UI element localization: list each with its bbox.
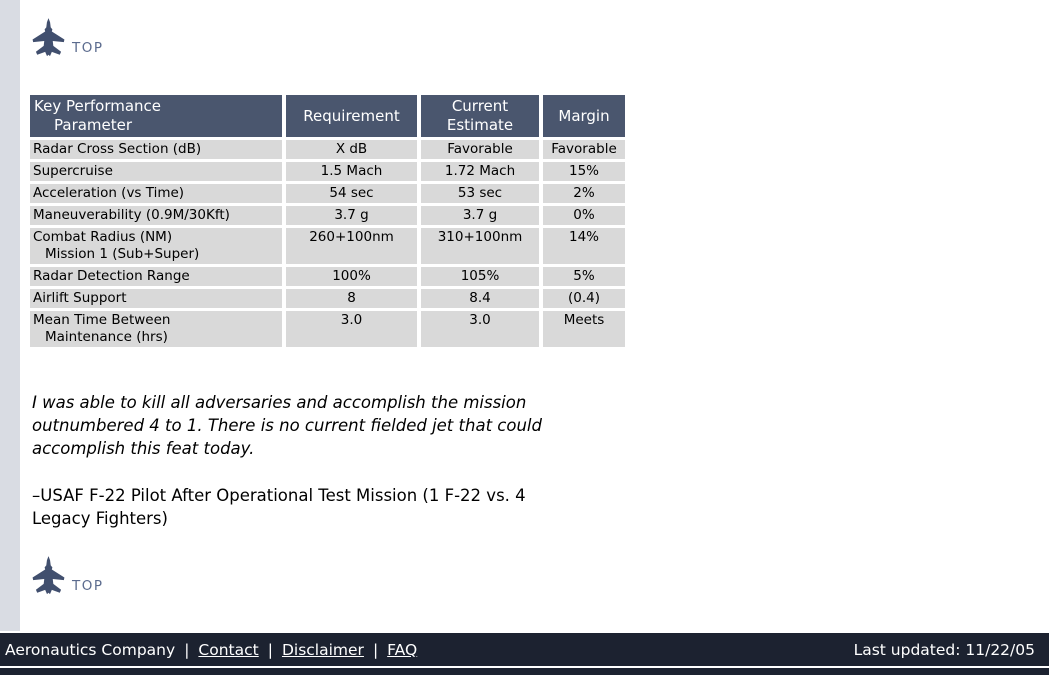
table-row: Supercruise 1.5 Mach 1.72 Mach 15% xyxy=(30,162,625,181)
col-header-parameter: Key Performance Parameter xyxy=(30,95,282,137)
cell-estimate: 8.4 xyxy=(421,289,539,308)
cell-margin: Favorable xyxy=(543,140,625,159)
cell-estimate: 310+100nm xyxy=(421,228,539,264)
cell-margin: 15% xyxy=(543,162,625,181)
cell-margin: 0% xyxy=(543,206,625,225)
footer-link-contact[interactable]: Contact xyxy=(198,640,259,659)
cell-requirement: 3.0 xyxy=(286,311,417,347)
fighter-jet-icon xyxy=(30,554,67,597)
footer-content: Aeronautics Company | Contact | Disclaim… xyxy=(0,633,1049,666)
quote-attribution: –USAF F-22 Pilot After Operational Test … xyxy=(32,484,526,530)
fighter-jet-icon xyxy=(30,16,67,59)
cell-parameter: Combat Radius (NM) Mission 1 (Sub+Super) xyxy=(30,228,282,264)
footer-link-faq[interactable]: FAQ xyxy=(387,640,418,659)
col-header-current-estimate: Current Estimate xyxy=(421,95,539,137)
last-updated-text: Last updated: 11/22/05 xyxy=(853,640,1035,659)
attribution-line: –USAF F-22 Pilot After Operational Test … xyxy=(32,486,526,505)
company-name: Aeronautics Company xyxy=(5,640,176,659)
attribution-line: Legacy Fighters) xyxy=(32,509,168,528)
quote-line: I was able to kill all adversaries and a… xyxy=(32,393,527,412)
cell-requirement: X dB xyxy=(286,140,417,159)
footer-link-disclaimer[interactable]: Disclaimer xyxy=(281,640,364,659)
top-link-label: TOP xyxy=(72,40,104,56)
table-row: Radar Cross Section (dB) X dB Favorable … xyxy=(30,140,625,159)
table-row: Radar Detection Range 100% 105% 5% xyxy=(30,267,625,286)
col-header-margin: Margin xyxy=(543,95,625,137)
cell-margin: 5% xyxy=(543,267,625,286)
cell-requirement: 54 sec xyxy=(286,184,417,203)
back-to-top-link[interactable]: TOP xyxy=(30,16,104,59)
cell-requirement: 8 xyxy=(286,289,417,308)
cell-requirement: 3.7 g xyxy=(286,206,417,225)
cell-margin: 2% xyxy=(543,184,625,203)
cell-estimate: 3.7 g xyxy=(421,206,539,225)
cell-parameter: Mean Time Between Maintenance (hrs) xyxy=(30,311,282,347)
cell-estimate: 53 sec xyxy=(421,184,539,203)
table-row: Combat Radius (NM) Mission 1 (Sub+Super) … xyxy=(30,228,625,264)
quote-line: accomplish this feat today. xyxy=(32,439,255,458)
cell-margin: (0.4) xyxy=(543,289,625,308)
quote-line: outnumbered 4 to 1. There is no current … xyxy=(32,416,542,435)
footer-bar: Aeronautics Company | Contact | Disclaim… xyxy=(0,633,1049,675)
top-link-label: TOP xyxy=(72,578,104,594)
table-header-row: Key Performance Parameter Requirement Cu… xyxy=(30,95,625,137)
cell-estimate: 1.72 Mach xyxy=(421,162,539,181)
cell-margin: Meets xyxy=(543,311,625,347)
cell-estimate: 3.0 xyxy=(421,311,539,347)
table-row: Mean Time Between Maintenance (hrs) 3.0 3… xyxy=(30,311,625,347)
col-header-requirement: Requirement xyxy=(286,95,417,137)
cell-parameter: Acceleration (vs Time) xyxy=(30,184,282,203)
table-row: Acceleration (vs Time) 54 sec 53 sec 2% xyxy=(30,184,625,203)
cell-parameter: Airlift Support xyxy=(30,289,282,308)
footer-nav: Aeronautics Company | Contact | Disclaim… xyxy=(5,641,417,659)
cell-parameter: Radar Detection Range xyxy=(30,267,282,286)
page-left-border xyxy=(0,0,20,631)
footer-separator: | xyxy=(267,640,273,659)
table-row: Airlift Support 8 8.4 (0.4) xyxy=(30,289,625,308)
cell-parameter: Supercruise xyxy=(30,162,282,181)
cell-requirement: 100% xyxy=(286,267,417,286)
back-to-top-link[interactable]: TOP xyxy=(30,554,104,597)
cell-requirement: 260+100nm xyxy=(286,228,417,264)
footer-divider-line xyxy=(0,666,1049,668)
pilot-quote: I was able to kill all adversaries and a… xyxy=(32,391,542,460)
cell-margin: 14% xyxy=(543,228,625,264)
cell-parameter: Maneuverability (0.9M/30Kft) xyxy=(30,206,282,225)
performance-table: Key Performance Parameter Requirement Cu… xyxy=(26,92,629,350)
cell-estimate: 105% xyxy=(421,267,539,286)
cell-requirement: 1.5 Mach xyxy=(286,162,417,181)
table-row: Maneuverability (0.9M/30Kft) 3.7 g 3.7 g… xyxy=(30,206,625,225)
footer-separator: | xyxy=(184,640,190,659)
cell-estimate: Favorable xyxy=(421,140,539,159)
cell-parameter: Radar Cross Section (dB) xyxy=(30,140,282,159)
footer-separator: | xyxy=(372,640,379,659)
